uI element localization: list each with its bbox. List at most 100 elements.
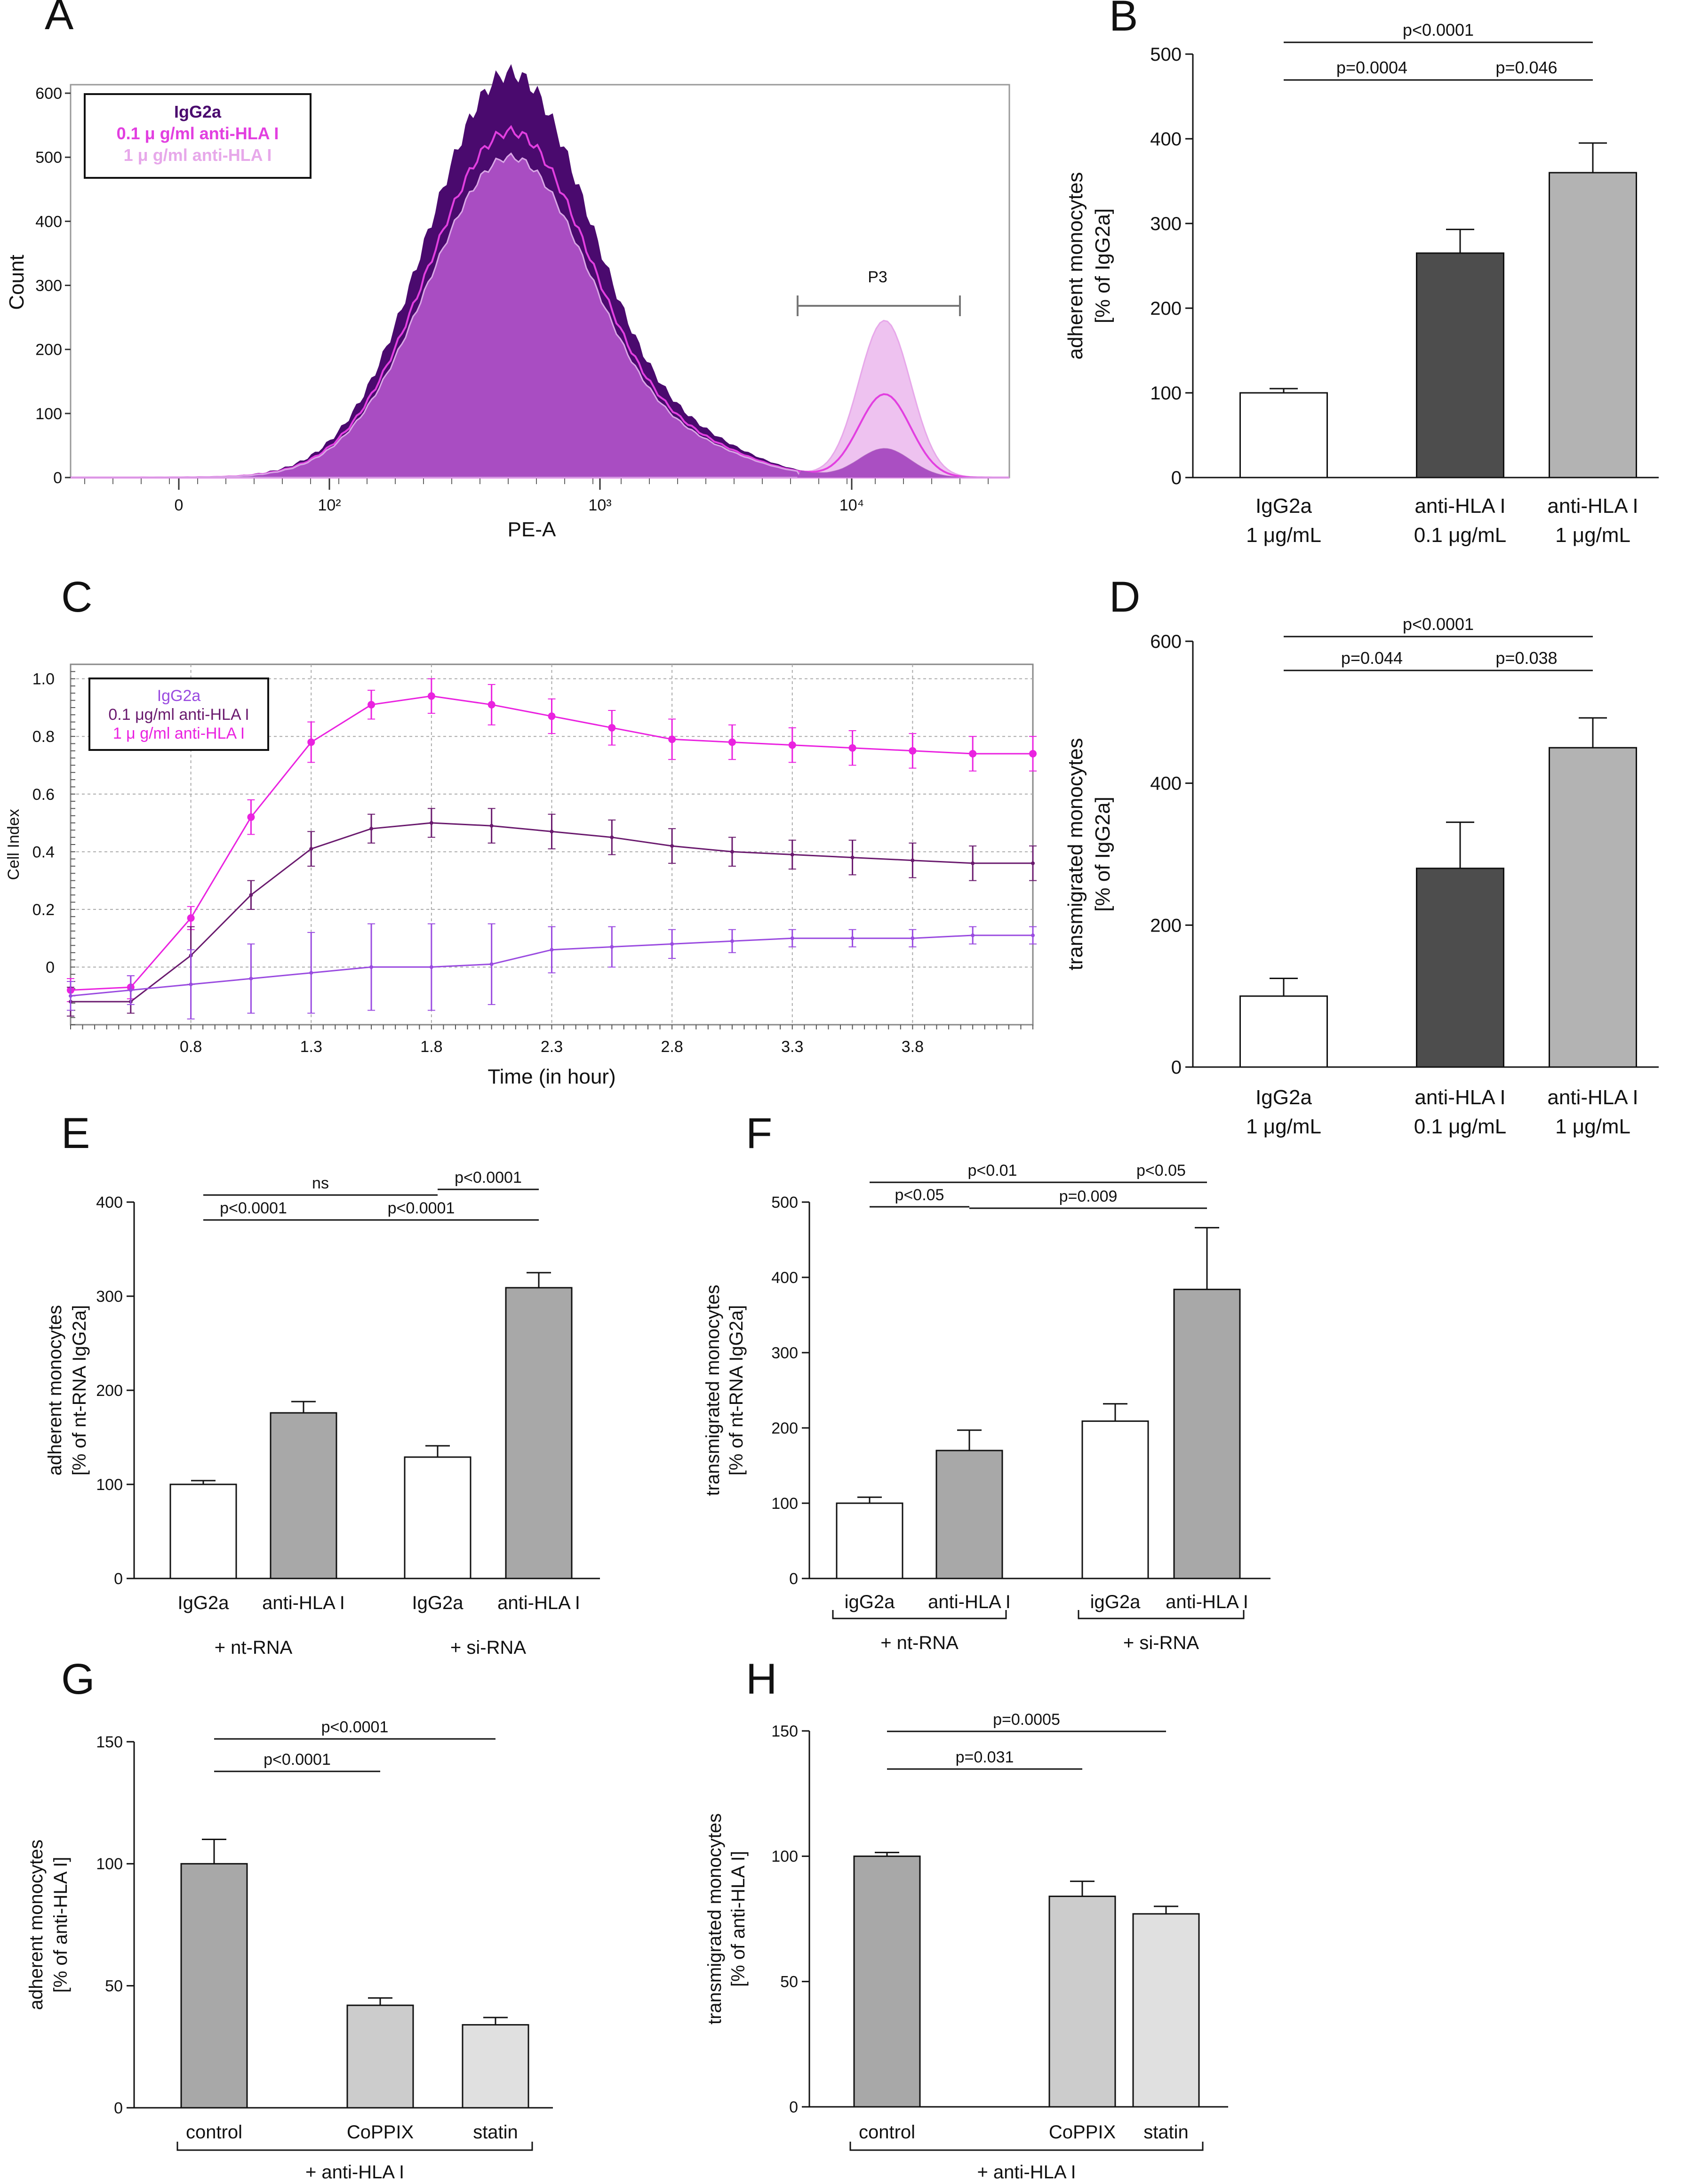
legend-entry: IgG2a — [157, 687, 201, 705]
significance-label: p<0.01 — [968, 1162, 1017, 1180]
x-category-label: 1 μg/mL — [1555, 1115, 1630, 1138]
bar — [1549, 172, 1637, 478]
data-point — [850, 855, 855, 860]
group-bracket — [176, 2142, 533, 2151]
bar — [1416, 868, 1504, 1068]
significance-label: p<0.0001 — [264, 1751, 331, 1769]
x-tick-label: 0 — [175, 496, 184, 514]
y-tick-label: 50 — [780, 1973, 798, 1991]
y-tick-label: 50 — [105, 1977, 123, 1995]
data-point — [128, 988, 133, 992]
y-tick-label: 0 — [53, 469, 62, 487]
y-tick-label: 0 — [1171, 468, 1182, 488]
bar — [505, 1287, 573, 1579]
group-bracket — [1078, 1610, 1245, 1619]
x-category-label: CoPPIX — [1049, 2122, 1116, 2143]
x-tick-label: 10³ — [588, 496, 611, 514]
legend-box — [88, 678, 269, 751]
x-category-label: statin — [473, 2122, 518, 2143]
data-point — [69, 994, 72, 998]
bar — [1239, 392, 1328, 478]
x-tick-label: 3.3 — [781, 1038, 803, 1056]
data-point — [911, 858, 915, 862]
significance-label: p=0.038 — [1495, 648, 1557, 668]
group-label: + nt-RNA — [215, 1637, 293, 1658]
panel-letter-C: C — [61, 573, 92, 621]
data-point — [850, 936, 855, 941]
bar — [404, 1456, 471, 1579]
panel-letter-D: D — [1109, 573, 1140, 621]
y-tick-label: 400 — [771, 1269, 798, 1287]
y-axis-label: Cell Index — [5, 809, 23, 880]
panel-D: 0 200 400 600 transmigrated monocytes [% of I… — [1064, 614, 1659, 1138]
legend-box — [84, 93, 312, 179]
data-point — [730, 850, 734, 854]
data-point — [309, 847, 313, 851]
x-tick-label: 0.8 — [180, 1038, 202, 1056]
data-point — [307, 738, 315, 746]
bar — [935, 1450, 1003, 1579]
x-category-label: 1 μg/mL — [1246, 1115, 1321, 1138]
y-axis-label: Count — [5, 255, 28, 310]
data-point — [971, 861, 975, 865]
x-category-label: 1 μg/mL — [1555, 524, 1630, 547]
significance-label: p=0.031 — [956, 1748, 1014, 1766]
significance-label: p<0.05 — [1136, 1162, 1186, 1180]
panel-G: 0 50 100 150 adherent monocytes [% of anti-HL… — [26, 1718, 553, 2183]
x-axis-label: Time (in hour) — [487, 1065, 615, 1088]
x-tick-label: 1.3 — [300, 1038, 322, 1056]
legend-entry: 0.1 μg/ml anti-HLA I — [108, 706, 249, 724]
y-axis-label: [% of anti-HLA I] — [50, 1857, 71, 1993]
histogram-p3-igg2a — [71, 448, 1009, 478]
x-category-label: 0.1 μg/mL — [1414, 524, 1507, 547]
y-tick-label: 0.2 — [32, 901, 55, 919]
data-point — [670, 942, 674, 946]
y-axis-label: [% of anti-HLA I] — [728, 1851, 749, 1987]
y-tick-label: 100 — [96, 1855, 123, 1873]
significance-label: p<0.0001 — [1403, 20, 1474, 40]
significance-label: p<0.0001 — [220, 1199, 287, 1217]
y-axis-label: transmigrated monocytes — [703, 1284, 723, 1496]
x-category-label: IgG2a — [178, 1593, 230, 1613]
y-axis-label: transmigrated monocytes — [704, 1813, 725, 2025]
panel-H: 0 50 100 150 transmigrated monocytes [% of an… — [704, 1711, 1228, 2183]
y-tick-label: 150 — [96, 1733, 123, 1751]
x-category-label: CoPPIX — [347, 2122, 414, 2143]
y-tick-label: 300 — [35, 277, 62, 295]
x-category-label: control — [186, 2122, 242, 2143]
x-category-label: igG2a — [845, 1592, 895, 1612]
y-tick-label: 300 — [1150, 214, 1182, 234]
bar — [1132, 1913, 1200, 2108]
x-tick-label: 2.8 — [661, 1038, 683, 1056]
x-category-label: anti-HLA I — [928, 1592, 1011, 1612]
bar — [836, 1502, 903, 1579]
data-point — [668, 735, 676, 743]
x-tick-label: 10² — [318, 496, 341, 514]
data-point — [550, 948, 554, 952]
panel-letter-A: A — [45, 0, 74, 39]
panel-A: 0 100 200 300 400 500 600 0 10² 10³ 10⁴ PE-A Count P3… — [5, 64, 1010, 541]
group-label: + si-RNA — [450, 1637, 526, 1658]
y-tick-label: 0 — [114, 1570, 123, 1588]
panel-C: 0.8 1.3 1.8 2.3 2.8 3.3 3.8 0 0.2 0.4 0.6 0.8 1.0 Tim… — [5, 663, 1037, 1088]
y-axis-label: transmigrated monocytes — [1064, 738, 1087, 971]
data-point — [189, 982, 193, 987]
y-tick-label: 100 — [96, 1476, 123, 1494]
data-point — [249, 893, 253, 897]
data-point — [730, 939, 734, 943]
data-point — [489, 962, 494, 966]
x-category-label: IgG2a — [1255, 494, 1312, 518]
data-point — [608, 724, 616, 732]
significance-label: p<0.0001 — [455, 1169, 522, 1187]
panel-letter-H: H — [746, 1655, 777, 1703]
data-point — [971, 933, 975, 938]
data-point — [670, 844, 674, 848]
y-axis-label: adherent monocytes — [26, 1840, 47, 2010]
significance-label: p<0.0001 — [388, 1199, 455, 1217]
y-axis-label: [% of nt-RNA IgG2a] — [69, 1305, 90, 1475]
y-tick-label: 400 — [35, 213, 62, 231]
bar — [270, 1412, 337, 1579]
y-tick-label: 0.6 — [32, 786, 55, 804]
bar — [346, 2004, 414, 2109]
